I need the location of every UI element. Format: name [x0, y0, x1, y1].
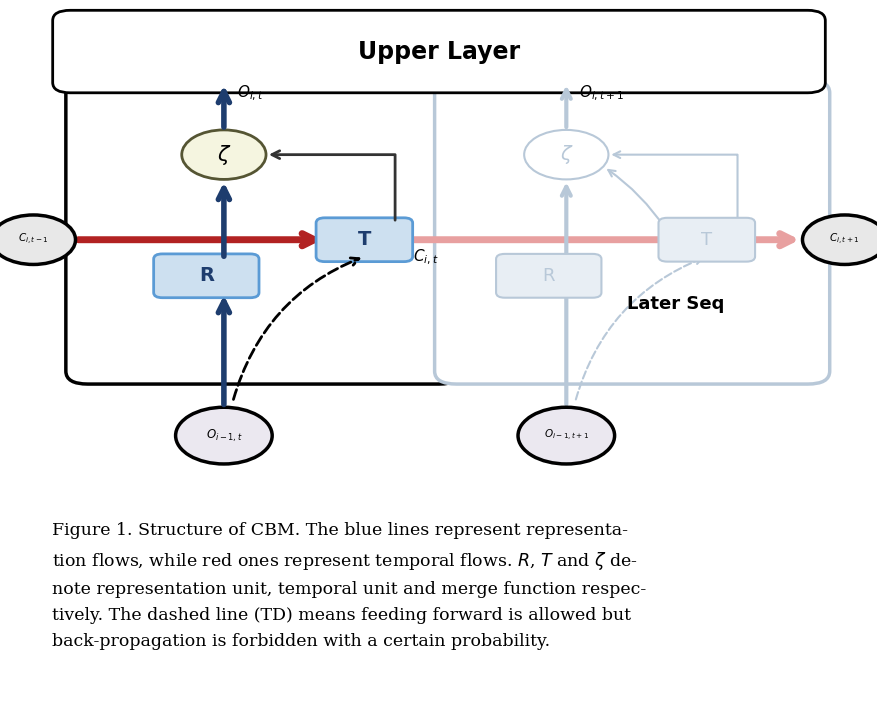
Text: $\zeta$: $\zeta$: [217, 142, 231, 167]
Circle shape: [524, 130, 608, 180]
FancyBboxPatch shape: [434, 80, 829, 384]
FancyArrowPatch shape: [218, 301, 229, 405]
FancyArrowPatch shape: [608, 170, 665, 229]
Text: $O_{i-1,t+1}$: $O_{i-1,t+1}$: [543, 428, 588, 443]
Text: $\zeta$: $\zeta$: [559, 143, 573, 166]
FancyArrowPatch shape: [272, 151, 395, 221]
FancyArrowPatch shape: [613, 151, 737, 221]
Text: $C_{i,t-1}$: $C_{i,t-1}$: [18, 232, 49, 247]
Circle shape: [182, 130, 266, 180]
Text: $O_{i,t}$: $O_{i,t}$: [237, 84, 264, 103]
Text: $C_{i,t+1}$: $C_{i,t+1}$: [828, 232, 859, 247]
Text: $O_{i-1,t}$: $O_{i-1,t}$: [205, 427, 242, 444]
FancyBboxPatch shape: [658, 218, 754, 261]
FancyArrowPatch shape: [78, 233, 314, 246]
FancyArrowPatch shape: [561, 90, 570, 127]
Circle shape: [175, 407, 272, 464]
Circle shape: [0, 215, 75, 264]
FancyArrowPatch shape: [406, 233, 791, 246]
FancyArrowPatch shape: [218, 188, 229, 256]
Text: Figure 1. Structure of CBM. The blue lines represent representa-
tion flows, whi: Figure 1. Structure of CBM. The blue lin…: [52, 521, 645, 650]
FancyBboxPatch shape: [53, 10, 824, 93]
FancyBboxPatch shape: [316, 218, 412, 261]
Text: T: T: [357, 231, 371, 249]
FancyArrowPatch shape: [233, 258, 359, 400]
FancyBboxPatch shape: [66, 80, 460, 384]
FancyArrowPatch shape: [561, 187, 570, 405]
FancyBboxPatch shape: [496, 254, 601, 298]
Circle shape: [802, 215, 877, 264]
FancyArrowPatch shape: [804, 233, 822, 246]
FancyArrowPatch shape: [218, 92, 229, 127]
Text: Later Seq: Later Seq: [627, 295, 724, 313]
FancyArrowPatch shape: [575, 258, 702, 400]
Circle shape: [517, 407, 614, 464]
Text: R: R: [542, 267, 554, 285]
Text: $O_{i,t+1}$: $O_{i,t+1}$: [579, 84, 624, 103]
Text: T: T: [701, 231, 711, 248]
Text: R: R: [198, 266, 214, 285]
Text: Upper Layer: Upper Layer: [358, 39, 519, 64]
Text: $C_{i,t}$: $C_{i,t}$: [412, 248, 438, 267]
FancyBboxPatch shape: [153, 254, 259, 298]
